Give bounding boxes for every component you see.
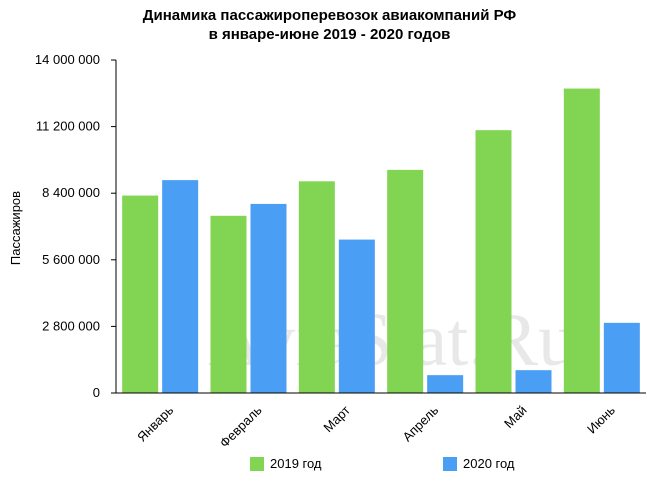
legend-swatch-2020 [443,456,457,471]
x-tick-label-5: Май [501,403,530,432]
y-tick-label-4: 11 200 000 [36,119,100,134]
legend-swatch-2019 [250,456,264,471]
y-tick-label-5: 14 000 000 [35,52,100,67]
x-tick-label-2: Февраль [217,402,265,450]
bar-2020-3 [338,239,375,393]
chart-title-line-2: в январе-июне 2019 - 2020 годов [208,26,451,43]
y-tick-label-3: 8 400 000 [42,185,100,200]
bar-2020-1 [162,180,199,393]
x-tick-label-6: Июнь [584,402,618,436]
legend-label-2019: 2019 год [270,456,322,471]
chart-title: Динамика пассажироперевозок авиакомпаний… [0,6,659,44]
bar-2020-2 [250,203,287,393]
bar-2019-6 [563,88,600,394]
x-tick-label-4: Апрель [399,402,441,444]
bar-2019-5 [475,130,512,394]
y-axis-label: Пассажиров [8,191,23,265]
bar-2020-5 [515,370,552,393]
x-tick-label-3: Март [320,402,353,435]
y-tick-label-2: 5 600 000 [42,252,100,267]
bar-2020-6 [603,322,640,393]
bar-2020-4 [427,375,464,393]
bar-2019-1 [122,195,159,393]
legend-item-2019: 2019 год [250,456,322,471]
bar-2019-2 [210,215,247,393]
legend-label-2020: 2020 год [463,456,515,471]
y-tick-label-1: 2 800 000 [42,318,100,333]
x-tick-label-1: Январь [134,402,176,444]
bar-2019-4 [387,169,424,393]
chart-title-line-1: Динамика пассажироперевозок авиакомпаний… [142,7,517,24]
y-tick-label-0: 0 [93,385,100,400]
legend-item-2020: 2020 год [443,456,515,471]
bar-2019-3 [298,181,335,393]
